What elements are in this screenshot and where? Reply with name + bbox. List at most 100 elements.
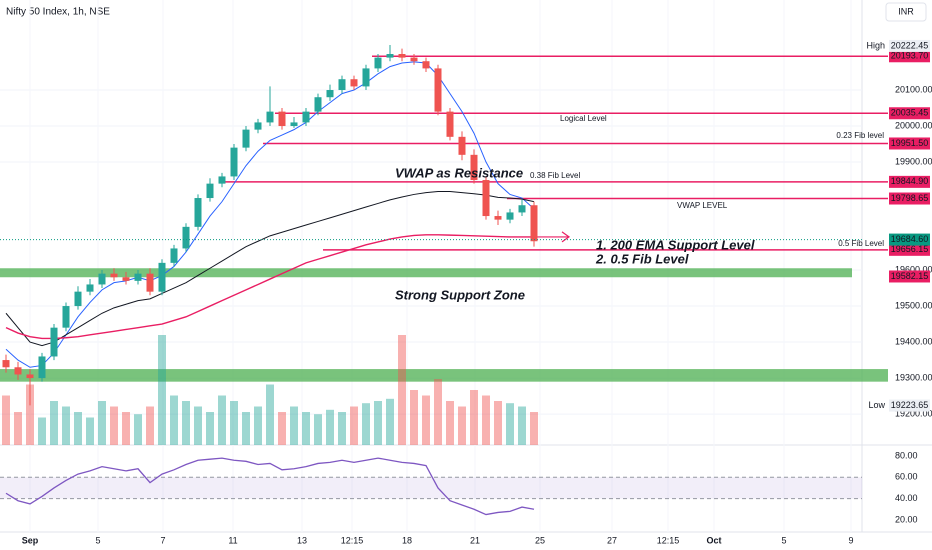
level-note: 0.5 Fib Level (838, 239, 884, 248)
x-tick-label: Oct (706, 535, 721, 545)
x-tick-label: 21 (470, 535, 480, 545)
level-note: 0.23 Fib level (836, 131, 884, 140)
x-tick-label: 9 (848, 535, 853, 545)
volume-bar (50, 401, 58, 445)
price-label: 20035.45 (891, 108, 929, 118)
volume-bar (506, 403, 514, 445)
candle-body (26, 374, 34, 379)
volume-bar (134, 414, 142, 445)
candle-body (326, 90, 334, 98)
candle-body (530, 205, 538, 242)
candle-body (374, 57, 382, 69)
currency-button[interactable] (885, 2, 927, 22)
x-tick-label: 12:15 (341, 535, 364, 545)
volume-bar (410, 390, 418, 445)
candle-body (290, 122, 298, 127)
volume-bar (230, 401, 238, 445)
indicator-line (5, 61, 535, 368)
annotation: Strong Support Zone (395, 287, 525, 302)
rsi-tick-label: 40.00 (895, 493, 918, 503)
price-label: 19684.60 (891, 234, 929, 244)
y-tick-label: 19900.00 (895, 156, 932, 166)
annotation: 2. 0.5 Fib Level (595, 251, 689, 266)
price-label: 19951.50 (891, 138, 929, 148)
volume-bar (458, 406, 466, 445)
candle-body (182, 226, 190, 249)
volume-bar (242, 412, 250, 445)
indicator-line (5, 191, 535, 347)
rsi-tick-label: 60.00 (895, 472, 918, 482)
candle-body (506, 212, 514, 220)
volume-bar (146, 406, 154, 445)
y-tick-label: 19400.00 (895, 336, 932, 346)
price-label-bg (889, 137, 930, 150)
price-label: 20222.45 (891, 40, 929, 50)
candle-body (110, 273, 118, 278)
volume-bar (494, 401, 502, 445)
price-label-bg (889, 233, 930, 246)
volume-bar (518, 406, 526, 445)
price-label-bg (889, 399, 930, 412)
currency[interactable]: INR (898, 6, 914, 16)
x-tick-label: 25 (535, 535, 545, 545)
rsi-line (5, 457, 535, 516)
candle-body (254, 122, 262, 130)
volume-bar (206, 412, 214, 445)
candle-body (122, 277, 130, 281)
x-tick-label: 27 (607, 535, 617, 545)
volume-bar (158, 335, 166, 445)
candle-body (362, 68, 370, 87)
price-label: 19844.90 (891, 176, 929, 186)
candle-body (278, 111, 286, 127)
candle-body (194, 198, 202, 227)
candle-body (410, 57, 418, 62)
volume-bar (446, 401, 454, 445)
volume-bar (98, 401, 106, 445)
y-tick-label: 19500.00 (895, 300, 932, 310)
candle-body (386, 54, 394, 58)
y-tick-label: 19600.00 (895, 264, 932, 274)
candle-body (98, 273, 106, 285)
volume-bar (86, 417, 94, 445)
x-tick-label: 18 (402, 535, 412, 545)
price-label-name: Low (868, 400, 885, 410)
candle-body (170, 248, 178, 263)
rsi-tick-label: 20.00 (895, 514, 918, 524)
price-label-bg (889, 107, 930, 120)
price-label: 19223.65 (891, 400, 929, 410)
candle-body (422, 61, 430, 69)
volume-bar (386, 398, 394, 445)
x-tick-label: 11 (228, 535, 237, 545)
candle-body (218, 176, 226, 184)
candle-body (266, 111, 274, 123)
candle-body (242, 129, 250, 148)
volume-bar (530, 412, 538, 445)
x-tick-label: 7 (160, 535, 165, 545)
volume-bar (26, 384, 34, 445)
volume-bar (470, 390, 478, 445)
support-zone (0, 268, 852, 278)
volume-bar (434, 379, 442, 445)
level-note: Logical Level (560, 114, 607, 123)
volume-bar (254, 406, 262, 445)
candle-body (314, 97, 322, 112)
price-label-bg (889, 243, 930, 256)
candle-body (482, 180, 490, 217)
volume-bar (482, 395, 490, 445)
arrow-head (561, 231, 571, 243)
x-tick-label: 5 (781, 535, 786, 545)
volume-bar (290, 406, 298, 445)
candle-body (302, 111, 310, 123)
volume-bar (2, 395, 10, 445)
volume-bar (422, 395, 430, 445)
volume-bar (122, 412, 130, 445)
x-tick-label: 5 (95, 535, 100, 545)
volume-bar (338, 412, 346, 445)
candle-body (350, 79, 358, 87)
candle-body (2, 360, 10, 368)
volume-bar (350, 406, 358, 445)
price-label: 19582.15 (891, 271, 929, 281)
candle-body (74, 291, 82, 307)
volume-bar (110, 406, 118, 445)
